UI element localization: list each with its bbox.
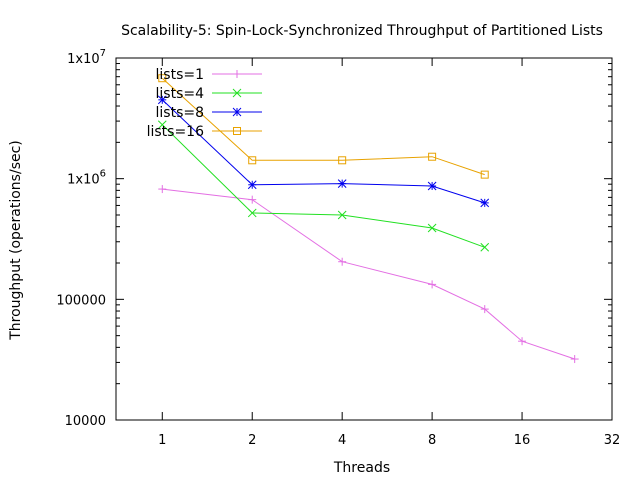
legend-marker: [232, 107, 242, 117]
marker-stroke: [338, 156, 347, 165]
y-tick-label: 100000: [56, 293, 106, 308]
series-3: [157, 95, 490, 208]
data-point: [480, 170, 489, 179]
legend-entry: lists=8: [156, 105, 262, 121]
marker-stroke: [247, 180, 257, 190]
x-axis-label: Threads: [333, 460, 390, 476]
data-point: [337, 210, 347, 220]
data-point: [158, 185, 167, 194]
plot-frame: [115, 57, 613, 421]
series-line: [161, 99, 485, 204]
data-point: [480, 242, 490, 252]
series-line: [161, 124, 485, 248]
data-point: [337, 179, 347, 188]
legend-label: lists=8: [156, 105, 205, 121]
marker-stroke: [247, 208, 257, 218]
data-point: [247, 180, 257, 190]
data-point: [428, 280, 437, 289]
series-line: [162, 188, 575, 360]
x-tick-label: 32: [604, 433, 621, 448]
x-tick-label: 1: [158, 433, 166, 448]
marker-stroke: [337, 179, 347, 188]
x-tick-label: 16: [514, 433, 531, 448]
legend-marker: [233, 70, 241, 78]
data-point: [248, 156, 257, 165]
marker-stroke: [232, 107, 242, 117]
legend-entry: lists=16: [147, 124, 262, 140]
series-line: [161, 77, 485, 176]
marker-stroke: [337, 210, 347, 220]
data-point: [480, 198, 490, 208]
legend-entry: lists=1: [156, 67, 262, 83]
marker-stroke: [480, 170, 489, 179]
marker-stroke: [157, 95, 167, 105]
data-point: [157, 120, 167, 130]
y-tick-label: 1x106: [67, 169, 106, 188]
x-tick-label: 2: [248, 433, 256, 448]
marker-stroke: [427, 181, 437, 191]
marker-stroke: [428, 152, 437, 161]
data-point: [247, 208, 257, 218]
legend-label: lists=16: [147, 124, 204, 140]
data-point: [480, 305, 489, 314]
legend-label: lists=4: [156, 86, 205, 102]
data-point: [248, 195, 257, 204]
data-point: [428, 152, 437, 161]
series-2: [157, 120, 490, 252]
marker-stroke: [480, 198, 490, 208]
marker-stroke: [232, 88, 242, 98]
data-point: [427, 223, 437, 233]
data-point: [338, 257, 347, 266]
legend-entry: lists=4: [156, 86, 262, 102]
x-tick-label: 4: [338, 433, 346, 448]
y-axis-ticks: 10000 100000 1x106 1x107: [56, 48, 612, 429]
legend-marker: [233, 127, 241, 135]
marker-stroke: [157, 120, 167, 130]
legend: lists=1 lists=4 lists=8 lists=16: [147, 67, 262, 140]
series-layer: [157, 74, 579, 364]
marker-stroke: [480, 242, 490, 252]
legend-label: lists=1: [156, 67, 205, 83]
legend-marker: [232, 88, 242, 98]
marker-stroke: [233, 127, 241, 135]
plot-border: [115, 57, 613, 421]
y-tick-label: 1x107: [67, 48, 106, 67]
series-4: [158, 74, 489, 179]
series-1: [158, 185, 579, 364]
y-axis-label: Throughput (operations/sec): [8, 140, 24, 341]
data-point: [338, 156, 347, 165]
x-tick-label: 8: [428, 433, 436, 448]
y-tick-label: 10000: [65, 414, 106, 429]
x-axis-ticks: 1 2 4 8 16 32: [158, 58, 620, 448]
marker-stroke: [427, 223, 437, 233]
data-point: [518, 337, 527, 346]
marker-stroke: [248, 156, 257, 165]
data-point: [427, 181, 437, 191]
data-point: [570, 355, 579, 364]
marker-stroke: [158, 74, 167, 83]
chart-title: Scalability-5: Spin-Lock-Synchronized Th…: [121, 23, 603, 39]
data-point: [158, 74, 167, 83]
data-point: [157, 95, 167, 105]
